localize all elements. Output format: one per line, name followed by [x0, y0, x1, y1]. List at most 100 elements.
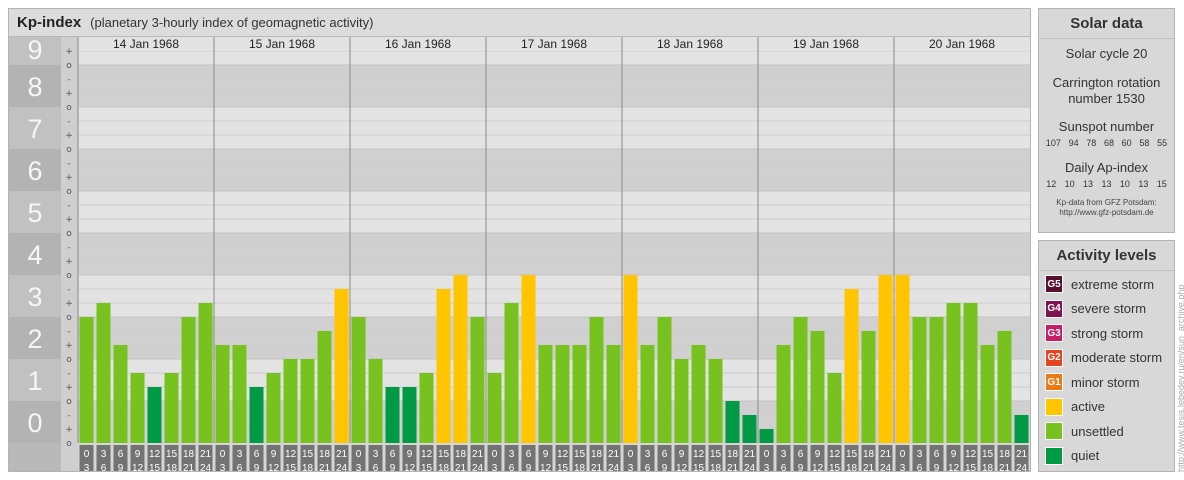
interval-box	[538, 445, 553, 471]
sunspot-heading: Sunspot number	[1058, 119, 1155, 134]
sunspot-value: 68	[1103, 138, 1114, 148]
kp-bar	[708, 359, 723, 443]
source-note-2: http://www.gfz-potsdam.de	[1059, 208, 1154, 217]
side-panel: Solar data Solar cycle 20 Carrington rot…	[1038, 8, 1175, 472]
interval-start-label: 15	[438, 449, 450, 460]
interval-end-label: 21	[319, 463, 331, 471]
minor-tick-label: -	[67, 201, 70, 211]
y-tick-label: 7	[27, 114, 42, 144]
ap-value: 15	[1156, 179, 1167, 189]
legend-item: quiet	[1039, 444, 1174, 469]
interval-start-label: 15	[574, 449, 586, 460]
kp-bar	[895, 275, 910, 443]
interval-start-label: 9	[407, 449, 413, 460]
interval-end-label: 15	[557, 463, 569, 471]
interval-end-label: 15	[421, 463, 433, 471]
interval-start-label: 0	[220, 449, 226, 460]
legend-label: unsettled	[1071, 423, 1124, 439]
interval-end-label: 21	[727, 463, 739, 471]
interval-start-label: 15	[846, 449, 858, 460]
minor-tick-label: +	[65, 257, 73, 267]
interval-start-label: 21	[608, 449, 620, 460]
kp-bar	[963, 303, 978, 443]
legend-label: quiet	[1071, 448, 1100, 464]
interval-start-label: 12	[421, 449, 433, 460]
legend-swatch	[1045, 397, 1063, 416]
kp-bar	[861, 330, 876, 443]
legend-label: severe storm	[1071, 301, 1147, 317]
interval-box	[300, 445, 315, 471]
y-tick-label: 4	[27, 240, 42, 270]
interval-box	[487, 445, 502, 471]
ap-value: 13	[1101, 179, 1112, 189]
interval-box	[164, 445, 179, 471]
interval-box	[215, 445, 230, 471]
interval-box	[232, 445, 247, 471]
interval-end-label: 9	[254, 463, 260, 471]
interval-end-label: 18	[438, 463, 450, 471]
interval-start-label: 15	[302, 449, 314, 460]
interval-box	[606, 445, 621, 471]
interval-box	[334, 445, 349, 471]
interval-start-label: 21	[1016, 449, 1028, 460]
minor-tick-label: o	[66, 229, 72, 239]
kp-bar	[249, 387, 264, 443]
credit-text: http://www.tesis.lebedev.ru/en/sun_archi…	[1176, 284, 1184, 472]
kp-bar	[946, 303, 961, 443]
sunspot-value: 60	[1121, 138, 1132, 148]
interval-start-label: 21	[880, 449, 892, 460]
interval-box	[96, 445, 111, 471]
interval-start-label: 21	[200, 449, 212, 460]
kp-bar	[742, 414, 757, 443]
legend-label: moderate storm	[1071, 350, 1163, 366]
legend-item: G5 extreme storm	[1039, 272, 1174, 297]
legend-item: G3 strong storm	[1039, 321, 1174, 346]
interval-start-label: 18	[999, 449, 1011, 460]
minor-tick-label: o	[66, 355, 72, 365]
interval-end-label: 24	[336, 463, 348, 471]
interval-start-label: 12	[693, 449, 705, 460]
interval-box	[385, 445, 400, 471]
interval-end-label: 12	[812, 463, 824, 471]
interval-end-label: 18	[302, 463, 314, 471]
interval-box	[317, 445, 332, 471]
interval-start-label: 18	[727, 449, 739, 460]
kp-chart-panel: Kp-index (planetary 3-hourly index of ge…	[8, 8, 1031, 472]
interval-box	[436, 445, 451, 471]
interval-box	[249, 445, 264, 471]
carrington-line-1: Carrington rotation	[1052, 75, 1161, 90]
kp-bar	[300, 359, 315, 443]
interval-start-label: 3	[781, 449, 787, 460]
legend-swatch: G1	[1045, 373, 1063, 392]
y-axis-band	[9, 401, 61, 443]
interval-end-label: 6	[781, 463, 787, 471]
kp-bar	[385, 387, 400, 443]
interval-start-label: 0	[492, 449, 498, 460]
interval-end-label: 12	[948, 463, 960, 471]
interval-end-label: 9	[118, 463, 124, 471]
interval-end-label: 3	[900, 463, 906, 471]
interval-start-label: 6	[254, 449, 260, 460]
interval-start-label: 0	[356, 449, 362, 460]
interval-box	[708, 445, 723, 471]
interval-end-label: 21	[455, 463, 467, 471]
interval-box	[113, 445, 128, 471]
kp-bar	[606, 345, 621, 443]
interval-start-label: 21	[472, 449, 484, 460]
chart-title: Kp-index	[17, 14, 82, 31]
minor-tick-label: -	[67, 117, 70, 127]
legend-label: active	[1071, 399, 1105, 415]
interval-box	[79, 445, 94, 471]
interval-box	[929, 445, 944, 471]
interval-end-label: 6	[645, 463, 651, 471]
ap-value: 13	[1138, 179, 1149, 189]
kp-bar	[470, 317, 485, 443]
legend-label: strong storm	[1071, 325, 1144, 341]
interval-start-label: 9	[679, 449, 685, 460]
interval-box	[844, 445, 859, 471]
kp-bar	[759, 429, 774, 443]
interval-start-label: 3	[237, 449, 243, 460]
kp-bar	[317, 330, 332, 443]
kp-bar	[1014, 414, 1029, 443]
interval-end-label: 24	[1016, 463, 1028, 471]
